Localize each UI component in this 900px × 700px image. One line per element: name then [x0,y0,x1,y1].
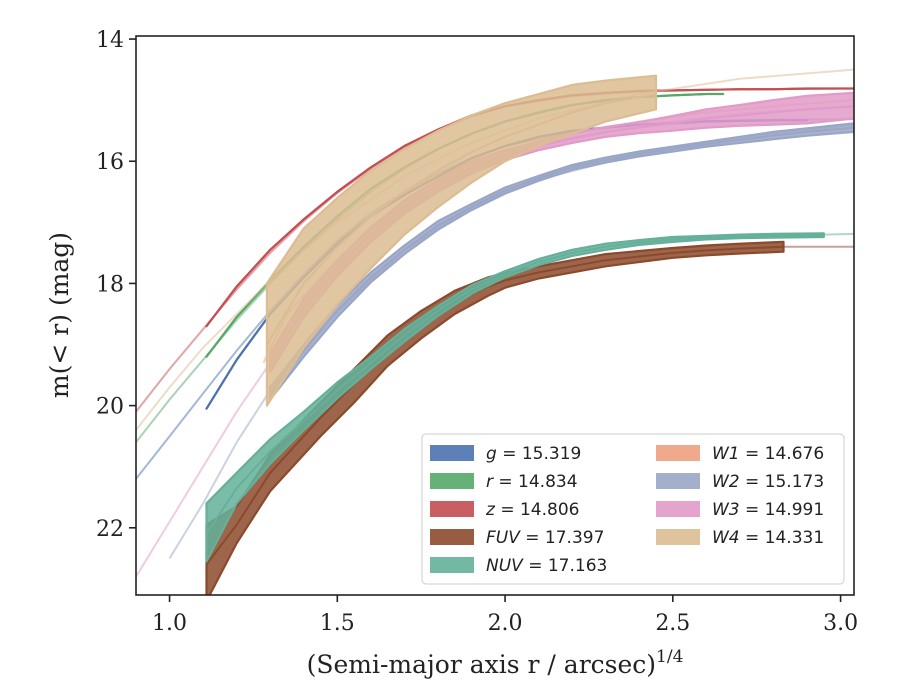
legend-band-name: W2 [712,472,740,492]
legend-band-name: W1 [712,444,740,464]
series-line-nuv [205,234,824,535]
legend-swatch-g [430,445,474,461]
x-tick-label: 1.5 [320,611,355,636]
legend-label-w4: W4 = 14.331 [712,528,824,548]
legend-label-nuv: NUV = 17.163 [486,556,607,576]
legend-label-z: z = 14.806 [485,500,579,520]
legend-label-g: g = 15.319 [486,444,581,464]
legend-band-name: g [486,444,497,464]
legend-band-value: = 14.676 [740,444,825,464]
x-tick-label: 2.5 [655,611,690,636]
legend-swatch-z [430,501,474,517]
legend-label-w1: W1 = 14.676 [712,444,824,464]
x-tick-label: 1.0 [152,611,187,636]
series-line-w2 [269,126,854,395]
legend-band-name: W4 [712,528,740,548]
legend-swatch-w4 [656,529,700,545]
legend-swatch-r [430,473,474,489]
legend-band-name: FUV [486,528,521,548]
band-w2 [269,122,854,401]
legend-band-value: = 15.319 [497,444,582,464]
y-tick-label: 20 [96,395,124,420]
legend-box [421,433,845,585]
y-tick-label: 16 [96,150,124,175]
legend-swatch-w1 [656,445,700,461]
legend-label-r: r = 14.834 [486,472,578,492]
legend-swatch-nuv [430,557,474,573]
plot-frame [135,35,855,596]
legend-band-value: = 17.397 [520,528,605,548]
y-tick-label: 18 [96,272,124,297]
legend-band-name: r [486,472,494,492]
x-axis-label: (Semi-major axis r / arcsec)1/4 [307,647,684,679]
legend-swatch-fuv [430,529,474,545]
x-axis-label-text: (Semi-major axis r / arcsec) [307,650,656,679]
legend-band-value: = 17.163 [523,556,608,576]
legend-band-value: = 14.331 [740,528,825,548]
legend-band-value: = 14.991 [740,500,825,520]
series-line-w4 [266,93,657,346]
legend-band-value: = 15.173 [740,472,825,492]
y-tick-label: 22 [96,517,124,542]
x-tick-label: 2.0 [488,611,523,636]
legend-swatch-w2 [656,473,700,489]
band-fuv [205,240,785,595]
legend-label-w3: W3 = 14.991 [712,500,824,520]
series-layer [136,68,854,595]
legend-label-fuv: FUV = 17.397 [486,528,604,548]
y-tick-label: 14 [96,28,124,53]
y-axis-label: m(< r) (mag) [45,232,74,398]
series-line-fuv [205,245,784,566]
legend-band-value: = 14.834 [493,472,578,492]
legend-band-value: = 14.806 [495,500,580,520]
ticks-layer: 1.0 1.5 2.0 2.5 3.0 14 16 18 20 22 [96,28,858,636]
legend-swatch-w3 [656,501,700,517]
legend-band-name: W3 [712,500,740,520]
legend-band-name: NUV [486,556,524,576]
legend-band-name: z [485,500,496,520]
x-tick-label: 3.0 [823,611,858,636]
x-axis-label-exponent: 1/4 [656,647,683,667]
model-line-nuv [823,232,854,236]
legend-label-w2: W2 = 15.173 [712,472,824,492]
